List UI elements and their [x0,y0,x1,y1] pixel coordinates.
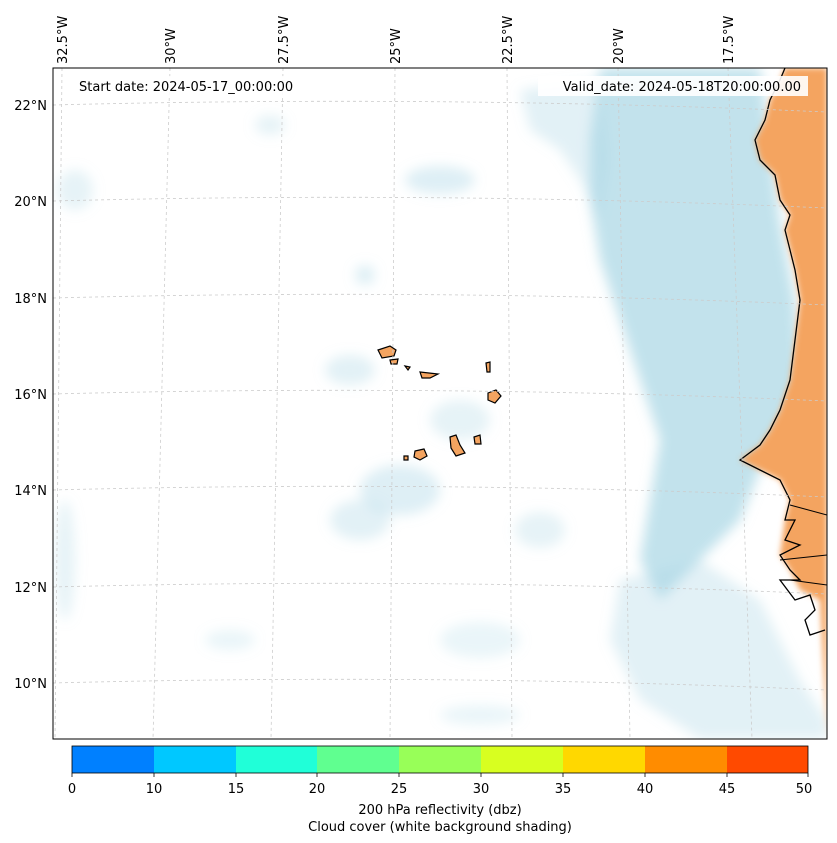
island-sao-vicente [389,358,399,365]
lat-label: 16°N [14,388,47,403]
island-santa-luzia [403,365,411,372]
colorbar-tick-label: 45 [719,782,736,797]
cloud-patch [330,500,390,540]
valid-date-label: Valid_date: 2024-05-18T20:00:00.00 [563,80,801,95]
lon-label: 25°W [389,28,404,64]
cloud-band-offshore [520,80,610,220]
graticule-lon-line [270,68,284,739]
colorbar-subtitle: Cloud cover (white background shading) [308,820,572,835]
cloud-patch [255,115,285,135]
lon-label: 32.5°W [56,16,71,64]
graticule-lon-line [727,68,753,739]
island-sao-nicolau [419,371,441,379]
island-sal [485,361,491,373]
colorbar-title: 200 hPa reflectivity (dbz) [358,803,521,818]
colorbar-tick-label: 20 [309,782,326,797]
cloud-band-coast [590,68,800,600]
cloud-band-south [610,560,827,739]
colorbar-ticks [71,773,809,777]
colorbar-segment-0 [72,746,154,773]
graticule-lon-line [389,68,396,739]
island-santo-antao [377,345,397,359]
cloud-patch [430,400,490,440]
colorbar-tick-label: 40 [637,782,654,797]
lon-label: 27.5°W [277,16,292,64]
graticule-lat-line [53,196,827,209]
latitude-labels: 22°N 20°N 18°N 16°N 14°N 12°N 10°N [14,99,47,692]
cloud-patch [360,465,440,515]
island-santiago [449,434,466,457]
colorbar-tick-label: 15 [228,782,245,797]
lat-label: 18°N [14,292,47,307]
africa-land [740,68,827,739]
graticule-lat-line [53,678,827,691]
colorbar-tick-label: 25 [391,782,408,797]
cloud-patch [57,170,93,210]
graticule-lat-line [53,100,827,113]
lon-label: 22.5°W [501,16,516,64]
colorbar-segment-7 [645,746,727,773]
graticule-lon-line [54,68,63,739]
graticule-lon-line [506,68,513,739]
graticule-lat-line [53,582,827,595]
lat-label: 22°N [14,99,47,114]
lat-label: 10°N [14,677,47,692]
lon-label: 30°W [164,28,179,64]
africa-coastline [738,68,826,636]
colorbar-tick-label: 35 [555,782,572,797]
colorbar-tick-label: 10 [146,782,163,797]
colorbar-segment-2 [236,746,318,773]
colorbar-segment-5 [481,746,563,773]
colorbar: 0 10 15 20 25 30 35 40 45 50 200 hPa ref… [68,745,813,835]
longitude-labels: 32.5°W 30°W 27.5°W 25°W 22.5°W 20°W 17.5… [56,16,737,64]
lon-label: 17.5°W [722,16,737,64]
senegal-river-border [779,504,827,586]
colorbar-segment-4 [399,746,481,773]
cape-verde-islands [377,345,502,461]
colorbar-tick-label: 50 [796,782,813,797]
graticule-lon-line [152,68,171,739]
graticule-lat-line [53,485,827,498]
island-maio [473,434,482,445]
cloud-patch [405,166,475,194]
island-fogo [413,448,428,461]
start-date-label: Start date: 2024-05-17_00:00:00 [79,80,293,95]
lat-label: 14°N [14,484,47,499]
colorbar-segment-8 [727,746,808,773]
cloud-patch [325,355,375,385]
cloud-patch [355,265,375,285]
colorbar-frame [71,745,809,774]
graticule-lon-line [617,68,631,739]
island-boa-vista [487,389,502,404]
cloud-patch [515,512,565,548]
graticule [53,68,827,739]
lat-label: 12°N [14,581,47,596]
colorbar-tick-label: 0 [68,782,76,797]
cloud-patch [205,630,255,650]
valid-date-box [538,76,808,96]
colorbar-tick-label: 30 [473,782,490,797]
cloud-cover-layer [55,68,827,739]
cloud-patch [440,705,520,725]
lon-label: 20°W [612,28,627,64]
cloud-patch [55,500,75,620]
colorbar-segment-6 [563,746,645,773]
colorbar-segment-1 [154,746,236,773]
cloud-patch [440,622,520,658]
map-frame [52,67,828,740]
graticule-lat-line [53,293,827,306]
colorbar-segment-3 [317,746,399,773]
start-date-box [71,76,311,96]
lat-label: 20°N [14,195,47,210]
graticule-lat-line [53,389,827,402]
island-brava [403,455,409,461]
